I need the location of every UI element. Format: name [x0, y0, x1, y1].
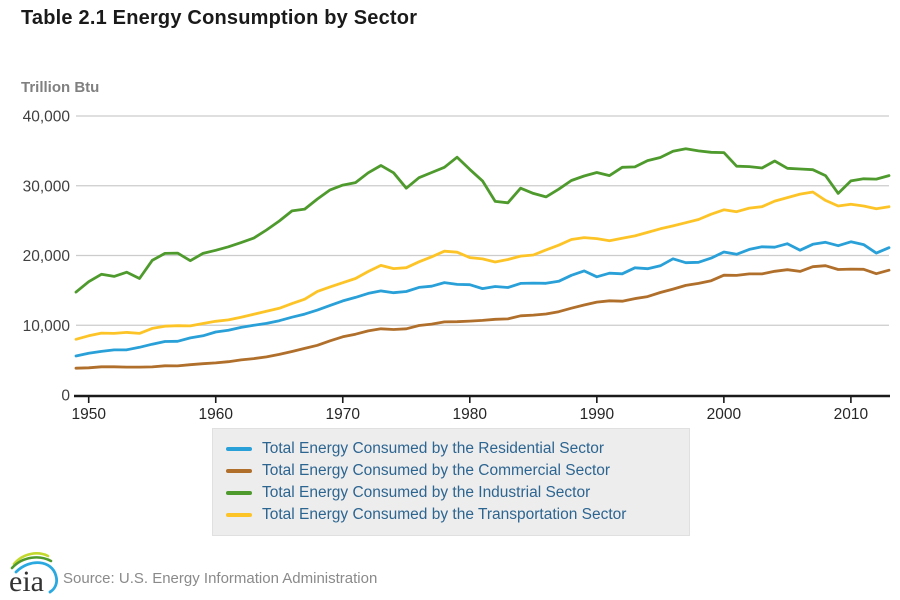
- commercial-line-swatch: [226, 469, 252, 473]
- y-tick-label-10000: 10,000: [23, 318, 71, 335]
- x-tick-label-2000: 2000: [707, 406, 742, 423]
- industrial-line-swatch: [226, 491, 252, 495]
- eia-logo-blue-arc: [14, 561, 59, 594]
- x-tick-label-1990: 1990: [580, 406, 615, 423]
- legend-label-industrial: Total Energy Consumed by the Industrial …: [262, 484, 591, 501]
- legend-item-transportation: Total Energy Consumed by the Transportat…: [226, 504, 679, 526]
- y-tick-label-20000: 20,000: [23, 248, 71, 265]
- legend-label-transportation: Total Energy Consumed by the Transportat…: [262, 506, 627, 523]
- legend-item-residential: Total Energy Consumed by the Residential…: [226, 438, 679, 460]
- chart-legend: Total Energy Consumed by the Residential…: [212, 428, 690, 536]
- legend-label-commercial: Total Energy Consumed by the Commercial …: [262, 462, 611, 479]
- y-tick-label-30000: 30,000: [23, 178, 71, 195]
- legend-item-industrial: Total Energy Consumed by the Industrial …: [226, 482, 679, 504]
- source-attribution: Source: U.S. Energy Information Administ…: [63, 570, 378, 587]
- legend-label-residential: Total Energy Consumed by the Residential…: [262, 440, 605, 457]
- y-axis-title: Trillion Btu: [21, 79, 100, 96]
- eia-logo-text: eia: [9, 565, 44, 596]
- eia-logo-leaf-arc: [12, 552, 50, 566]
- y-tick-label-0: 0: [61, 388, 70, 405]
- series-line-commercial: [74, 264, 891, 370]
- series-line-residential: [74, 240, 891, 358]
- y-tick-label-40000: 40,000: [23, 109, 71, 126]
- residential-line-swatch: [226, 447, 252, 451]
- legend-item-commercial: Total Energy Consumed by the Commercial …: [226, 460, 679, 482]
- x-tick-label-1960: 1960: [198, 406, 233, 423]
- chart-title: Table 2.1 Energy Consumption by Sector: [21, 7, 418, 29]
- series-line-transportation: [74, 190, 891, 341]
- x-tick-label-2010: 2010: [834, 406, 869, 423]
- series-line-industrial: [74, 147, 891, 294]
- eia-logo: eia: [9, 552, 59, 596]
- transportation-line-swatch: [226, 513, 252, 517]
- x-tick-label-1950: 1950: [71, 406, 106, 423]
- x-tick-label-1980: 1980: [453, 406, 488, 423]
- x-tick-label-1970: 1970: [326, 406, 361, 423]
- eia-logo-green-arc: [10, 556, 53, 570]
